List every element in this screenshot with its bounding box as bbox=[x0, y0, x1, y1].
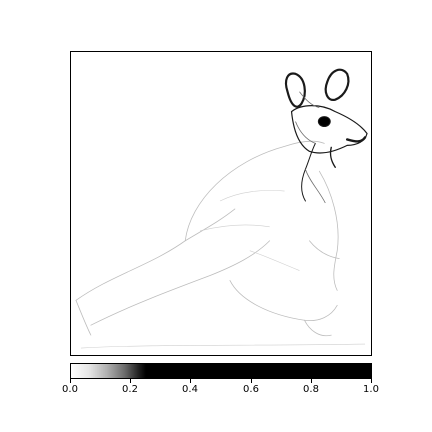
colorbar-tick bbox=[311, 379, 312, 383]
right-ear bbox=[324, 68, 350, 101]
left-ear bbox=[284, 72, 306, 108]
colorbar-tick bbox=[371, 379, 372, 383]
neck-fur bbox=[305, 169, 326, 204]
colorbar-tick-label: 0.4 bbox=[182, 384, 198, 395]
jaw-line bbox=[329, 146, 336, 168]
colorbar-tick bbox=[130, 379, 131, 383]
fur-line bbox=[200, 224, 270, 232]
chest-outline bbox=[318, 170, 339, 291]
arm-outline bbox=[309, 240, 340, 260]
colorbar-tick bbox=[70, 379, 71, 383]
fur-line bbox=[249, 250, 300, 271]
colorbar-tick bbox=[190, 379, 191, 383]
leg-outline bbox=[229, 280, 338, 321]
ground-line bbox=[80, 343, 366, 349]
colorbar-tick-label: 0.6 bbox=[243, 384, 259, 395]
colorbar-tick-label: 0.8 bbox=[303, 384, 319, 395]
neck-outline bbox=[301, 142, 316, 202]
fur-line bbox=[219, 190, 285, 202]
eye bbox=[317, 116, 331, 128]
colorbar-tick bbox=[251, 379, 252, 383]
cheek-fur bbox=[295, 121, 316, 144]
colorbar bbox=[70, 363, 372, 379]
kangaroo-edge-image bbox=[75, 68, 368, 349]
colorbar-tick-label: 1.0 bbox=[363, 384, 379, 395]
forehead-fur bbox=[299, 91, 320, 109]
colorbar-tick-label: 0.0 bbox=[62, 384, 78, 395]
head-outline bbox=[290, 105, 368, 154]
colorbar-tick-label: 0.2 bbox=[122, 384, 138, 395]
foot-outline bbox=[304, 319, 332, 337]
tail-tip-outline bbox=[75, 299, 92, 336]
tail-lower-outline bbox=[90, 240, 271, 326]
tail-outline bbox=[75, 208, 236, 301]
image-axes bbox=[70, 51, 372, 356]
snout bbox=[345, 136, 367, 143]
